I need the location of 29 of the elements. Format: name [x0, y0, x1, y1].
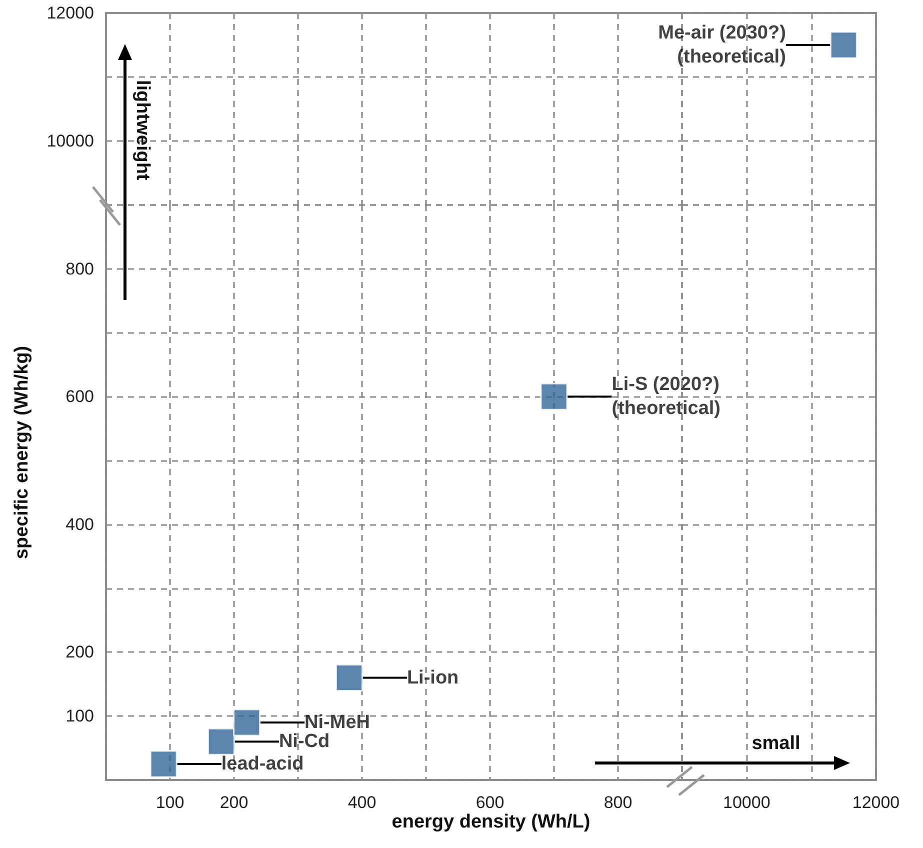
text: Li-ion [406, 667, 459, 688]
y-tick-label: 400 [66, 514, 94, 534]
point [150, 750, 178, 778]
x-tick-label: 10000 [723, 793, 770, 812]
point [335, 664, 363, 692]
x-tick-label: 100 [156, 793, 184, 812]
x-tick-label: 600 [476, 793, 504, 812]
text: Ni-Cd [278, 731, 330, 752]
x-tick-label: 200 [220, 793, 248, 812]
text: Li-S (2020?) (theoretical) [612, 374, 720, 420]
text: Me-air (2030?) (theoretical) [658, 22, 786, 68]
x-tick-label: 400 [348, 793, 376, 812]
x-tick-label: 800 [604, 793, 632, 812]
y-tick-label: 600 [66, 387, 94, 406]
point [540, 382, 568, 410]
x-tick-label: 12000 [852, 793, 900, 812]
y-tick-label: 10000 [46, 132, 94, 150]
y-axis-title: specific energy (Wh/kg) [12, 346, 32, 560]
text: Ni-MeH [304, 712, 370, 733]
point [233, 708, 261, 736]
y-tick-label: 100 [66, 706, 94, 726]
y-tick-label: 12000 [46, 4, 94, 22]
annotation: small [752, 733, 800, 754]
text: lead-acid [221, 754, 304, 775]
y-tick-label: 800 [66, 259, 94, 278]
y-tick-label: 200 [66, 642, 94, 662]
annotation: lightweight [132, 80, 153, 181]
x-axis-title: energy density (Wh/L) [392, 812, 590, 832]
point [207, 728, 235, 756]
